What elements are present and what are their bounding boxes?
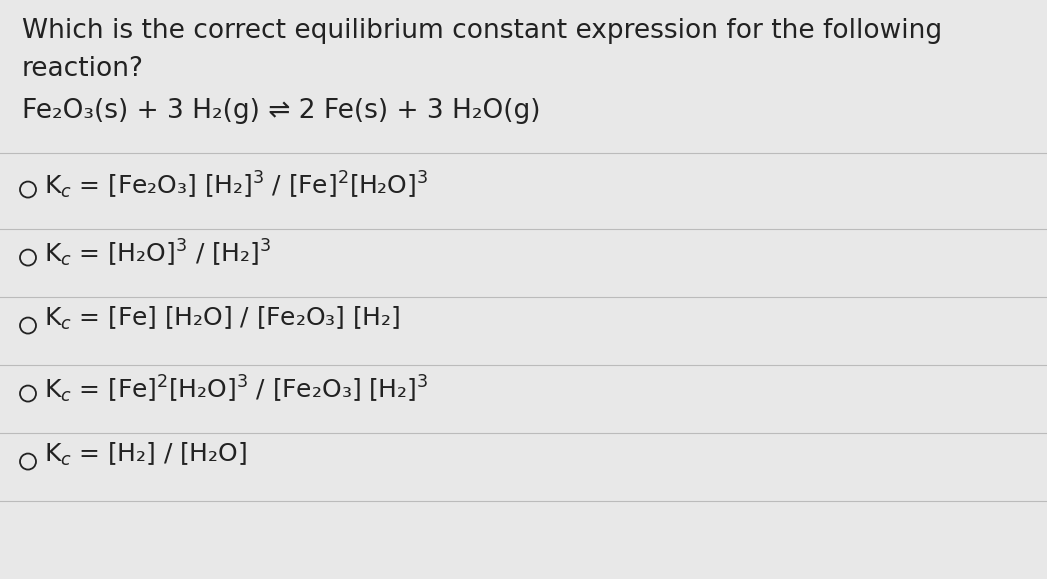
Text: K$_c$ = [H₂] / [H₂O]: K$_c$ = [H₂] / [H₂O]: [44, 441, 247, 468]
Text: K$_c$ = [Fe] [H₂O] / [Fe₂O₃] [H₂]: K$_c$ = [Fe] [H₂O] / [Fe₂O₃] [H₂]: [44, 305, 400, 332]
Text: K$_c$ = [H₂O]$^3$ / [H₂]$^3$: K$_c$ = [H₂O]$^3$ / [H₂]$^3$: [44, 237, 271, 269]
Text: K$_c$ = [Fe₂O₃] [H₂]$^3$ / [Fe]$^2$[H₂O]$^3$: K$_c$ = [Fe₂O₃] [H₂]$^3$ / [Fe]$^2$[H₂O]…: [44, 169, 428, 200]
Text: reaction?: reaction?: [22, 56, 144, 82]
Text: Which is the correct equilibrium constant expression for the following: Which is the correct equilibrium constan…: [22, 18, 942, 44]
Text: Fe₂O₃(s) + 3 H₂(g) ⇌ 2 Fe(s) + 3 H₂O(g): Fe₂O₃(s) + 3 H₂(g) ⇌ 2 Fe(s) + 3 H₂O(g): [22, 98, 540, 124]
Text: K$_c$ = [Fe]$^2$[H₂O]$^3$ / [Fe₂O₃] [H₂]$^3$: K$_c$ = [Fe]$^2$[H₂O]$^3$ / [Fe₂O₃] [H₂]…: [44, 373, 428, 405]
